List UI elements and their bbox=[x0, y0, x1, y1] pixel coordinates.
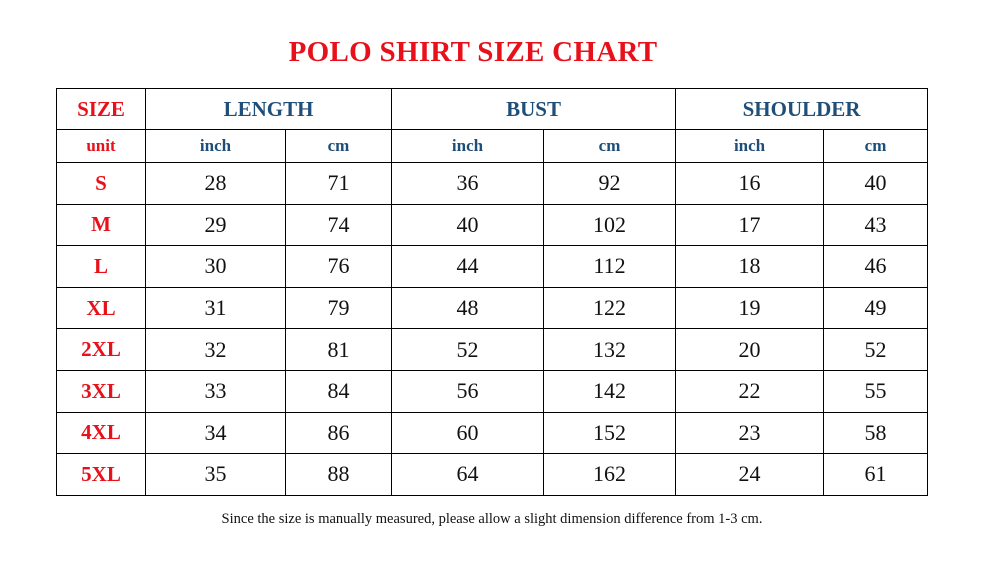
table-row: 4XL 34 86 60 152 23 58 bbox=[56, 411, 929, 455]
size-cell: 2XL bbox=[56, 328, 146, 371]
value-cell: 46 bbox=[823, 245, 929, 288]
value-cell: 56 bbox=[391, 369, 545, 413]
value-cell: 74 bbox=[284, 203, 393, 247]
value-cell: 34 bbox=[145, 411, 286, 455]
value-cell: 88 bbox=[284, 453, 393, 496]
value-cell: 29 bbox=[145, 203, 286, 247]
bust-header: BUST bbox=[391, 88, 677, 130]
unit-cell: inch bbox=[145, 129, 286, 163]
table-row: S 28 71 36 92 16 40 bbox=[56, 162, 929, 205]
unit-cell: cm bbox=[284, 129, 393, 163]
value-cell: 162 bbox=[543, 453, 677, 496]
value-cell: 44 bbox=[391, 245, 545, 288]
shoulder-header: SHOULDER bbox=[675, 88, 929, 130]
value-cell: 64 bbox=[391, 453, 545, 496]
header-row: SIZE LENGTH BUST SHOULDER bbox=[56, 88, 929, 130]
size-cell: M bbox=[56, 203, 146, 247]
value-cell: 22 bbox=[675, 369, 825, 413]
size-cell: 5XL bbox=[56, 453, 146, 496]
value-cell: 36 bbox=[391, 162, 545, 205]
value-cell: 32 bbox=[145, 328, 286, 371]
value-cell: 58 bbox=[823, 411, 929, 455]
value-cell: 55 bbox=[823, 369, 929, 413]
value-cell: 31 bbox=[145, 286, 286, 330]
value-cell: 40 bbox=[391, 203, 545, 247]
value-cell: 20 bbox=[675, 328, 825, 371]
value-cell: 23 bbox=[675, 411, 825, 455]
value-cell: 19 bbox=[675, 286, 825, 330]
value-cell: 35 bbox=[145, 453, 286, 496]
value-cell: 52 bbox=[391, 328, 545, 371]
measurement-note: Since the size is manually measured, ple… bbox=[221, 511, 763, 527]
value-cell: 52 bbox=[823, 328, 929, 371]
value-cell: 92 bbox=[543, 162, 677, 205]
size-table: SIZE LENGTH BUST SHOULDER unit inch cm i… bbox=[56, 88, 929, 496]
value-cell: 112 bbox=[543, 245, 677, 288]
value-cell: 86 bbox=[284, 411, 393, 455]
table-row: 5XL 35 88 64 162 24 61 bbox=[56, 453, 929, 496]
table-row: 2XL 32 81 52 132 20 52 bbox=[56, 328, 929, 371]
unit-row: unit inch cm inch cm inch cm bbox=[56, 129, 929, 163]
unit-cell: inch bbox=[391, 129, 545, 163]
value-cell: 60 bbox=[391, 411, 545, 455]
value-cell: 40 bbox=[823, 162, 929, 205]
value-cell: 17 bbox=[675, 203, 825, 247]
value-cell: 132 bbox=[543, 328, 677, 371]
length-header: LENGTH bbox=[144, 88, 393, 130]
value-cell: 30 bbox=[145, 245, 286, 288]
value-cell: 71 bbox=[284, 162, 393, 205]
size-cell: S bbox=[56, 162, 146, 205]
value-cell: 79 bbox=[284, 286, 393, 330]
value-cell: 49 bbox=[823, 286, 929, 330]
value-cell: 61 bbox=[823, 453, 929, 496]
value-cell: 102 bbox=[543, 203, 677, 247]
chart-title: POLO SHIRT SIZE CHART bbox=[288, 36, 658, 68]
value-cell: 76 bbox=[284, 245, 393, 288]
unit-cell: inch bbox=[675, 129, 825, 163]
value-cell: 152 bbox=[543, 411, 677, 455]
value-cell: 28 bbox=[145, 162, 286, 205]
unit-cell: cm bbox=[823, 129, 929, 163]
table-row: 3XL 33 84 56 142 22 55 bbox=[56, 369, 929, 413]
table-row: L 30 76 44 112 18 46 bbox=[56, 245, 929, 288]
table-row: XL 31 79 48 122 19 49 bbox=[56, 286, 929, 330]
size-header: SIZE bbox=[56, 88, 146, 130]
value-cell: 18 bbox=[675, 245, 825, 288]
value-cell: 84 bbox=[284, 369, 393, 413]
size-cell: 4XL bbox=[56, 411, 146, 455]
unit-cell: cm bbox=[543, 129, 677, 163]
size-cell: 3XL bbox=[56, 369, 146, 413]
unit-label: unit bbox=[56, 129, 146, 163]
size-cell: L bbox=[56, 245, 146, 288]
value-cell: 48 bbox=[391, 286, 545, 330]
value-cell: 142 bbox=[543, 369, 677, 413]
value-cell: 81 bbox=[284, 328, 393, 371]
value-cell: 16 bbox=[675, 162, 825, 205]
value-cell: 122 bbox=[543, 286, 677, 330]
table-row: M 29 74 40 102 17 43 bbox=[56, 203, 929, 247]
value-cell: 33 bbox=[145, 369, 286, 413]
value-cell: 43 bbox=[823, 203, 929, 247]
size-cell: XL bbox=[56, 286, 146, 330]
value-cell: 24 bbox=[675, 453, 825, 496]
